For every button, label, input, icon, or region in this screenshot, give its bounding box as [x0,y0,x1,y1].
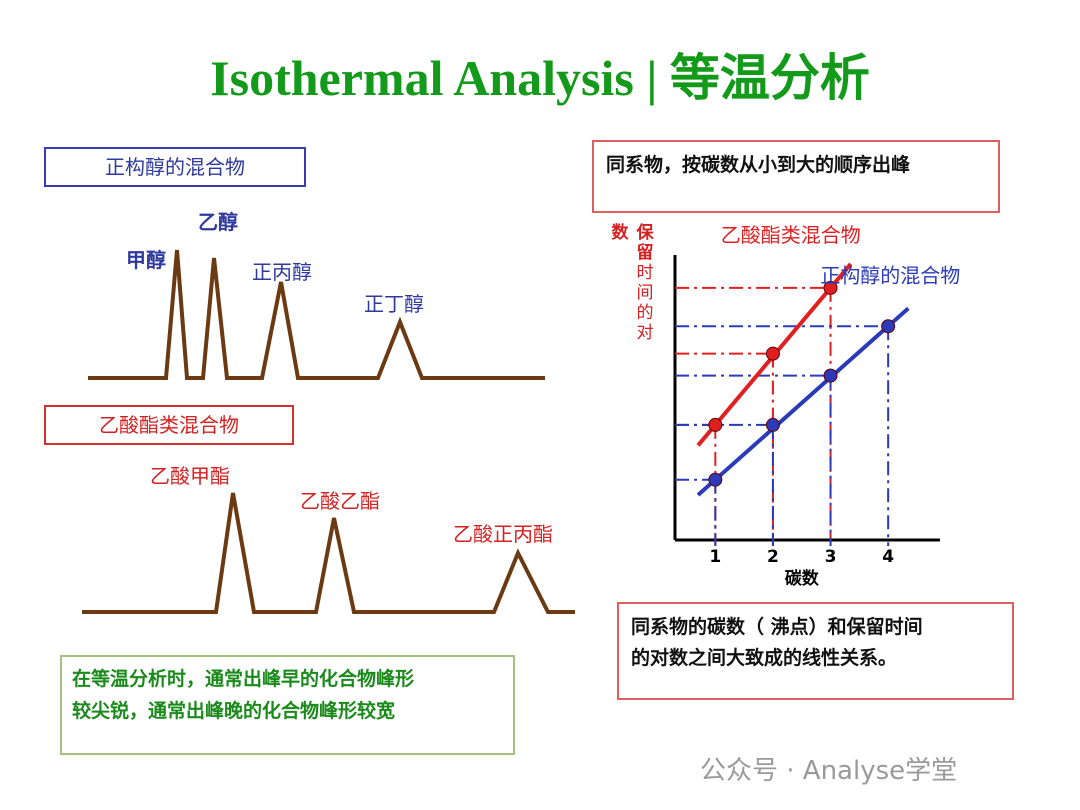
data-point [823,368,838,383]
peak-label-butanol: 正丁醇 [364,292,424,316]
ester-mixture-label: 乙酸酯类混合物 [99,413,239,437]
ester-mixture-box: 乙酸酯类混合物 [44,405,294,445]
data-point [823,280,838,295]
peak-label-ethyl-acetate: 乙酸乙酯 [300,489,380,513]
data-point [765,417,780,432]
y-axis-label-char: 的 [637,303,654,323]
page-title: Isothermal Analysis | 等温分析 [210,50,870,106]
series-label: 乙酸酯类混合物 [721,223,861,247]
data-point [881,319,896,334]
alcohol-chromatogram-trace [88,249,545,380]
y-axis-label-char: 数 [612,222,630,243]
peak-label-methyl-acetate: 乙酸甲酯 [150,464,230,488]
data-point [765,346,780,361]
x-tick-label: 1 [709,547,721,567]
peak-label-methanol: 甲醇 [126,248,166,272]
linear-note-line-2: 的对数之间大致成的线性关系。 [631,647,898,669]
y-axis-label-char: 保 [636,222,655,243]
linear-note-line-1: 同系物的碳数（ 沸点）和保留时间 [631,616,923,638]
homolog-note-text: 同系物，按碳数从小到大的顺序出峰 [606,154,911,176]
isothermal-note-line-1: 在等温分析时，通常出峰早的化合物峰形 [72,668,415,690]
x-axis-label: 碳数 [785,568,820,589]
data-point [708,417,723,432]
isothermal-note-box: 在等温分析时，通常出峰早的化合物峰形 较尖锐，通常出峰晚的化合物峰形较宽 [60,655,515,755]
alcohol-mixture-label: 正构醇的混合物 [105,155,245,179]
peak-label-propyl-acetate: 乙酸正丙酯 [453,522,553,546]
linear-note-box: 同系物的碳数（ 沸点）和保留时间 的对数之间大致成的线性关系。 [617,602,1014,700]
x-tick-label: 2 [767,547,779,567]
isothermal-note-line-2: 较尖锐，通常出峰晚的化合物峰形较宽 [72,700,396,722]
alcohol-mixture-box: 正构醇的混合物 [44,147,306,187]
watermark: 公众号 · Analyse学堂 [700,756,958,786]
y-axis-label-char: 时 [637,263,654,283]
y-axis-label-char: 间 [637,283,654,303]
x-tick-label: 3 [825,547,837,567]
y-axis-label-char: 对 [637,323,654,343]
homolog-note-box: 同系物，按碳数从小到大的顺序出峰 [592,140,1000,213]
peak-label-propanol: 正丙醇 [252,260,312,284]
series-label: 正构醇的混合物 [820,263,960,287]
data-point [708,472,723,487]
peak-label-ethanol: 乙醇 [198,210,238,234]
series-line-1 [696,306,910,497]
x-tick-label: 4 [882,547,894,567]
ester-chromatogram-trace [82,492,575,614]
y-axis-label-char: 留 [637,242,654,263]
